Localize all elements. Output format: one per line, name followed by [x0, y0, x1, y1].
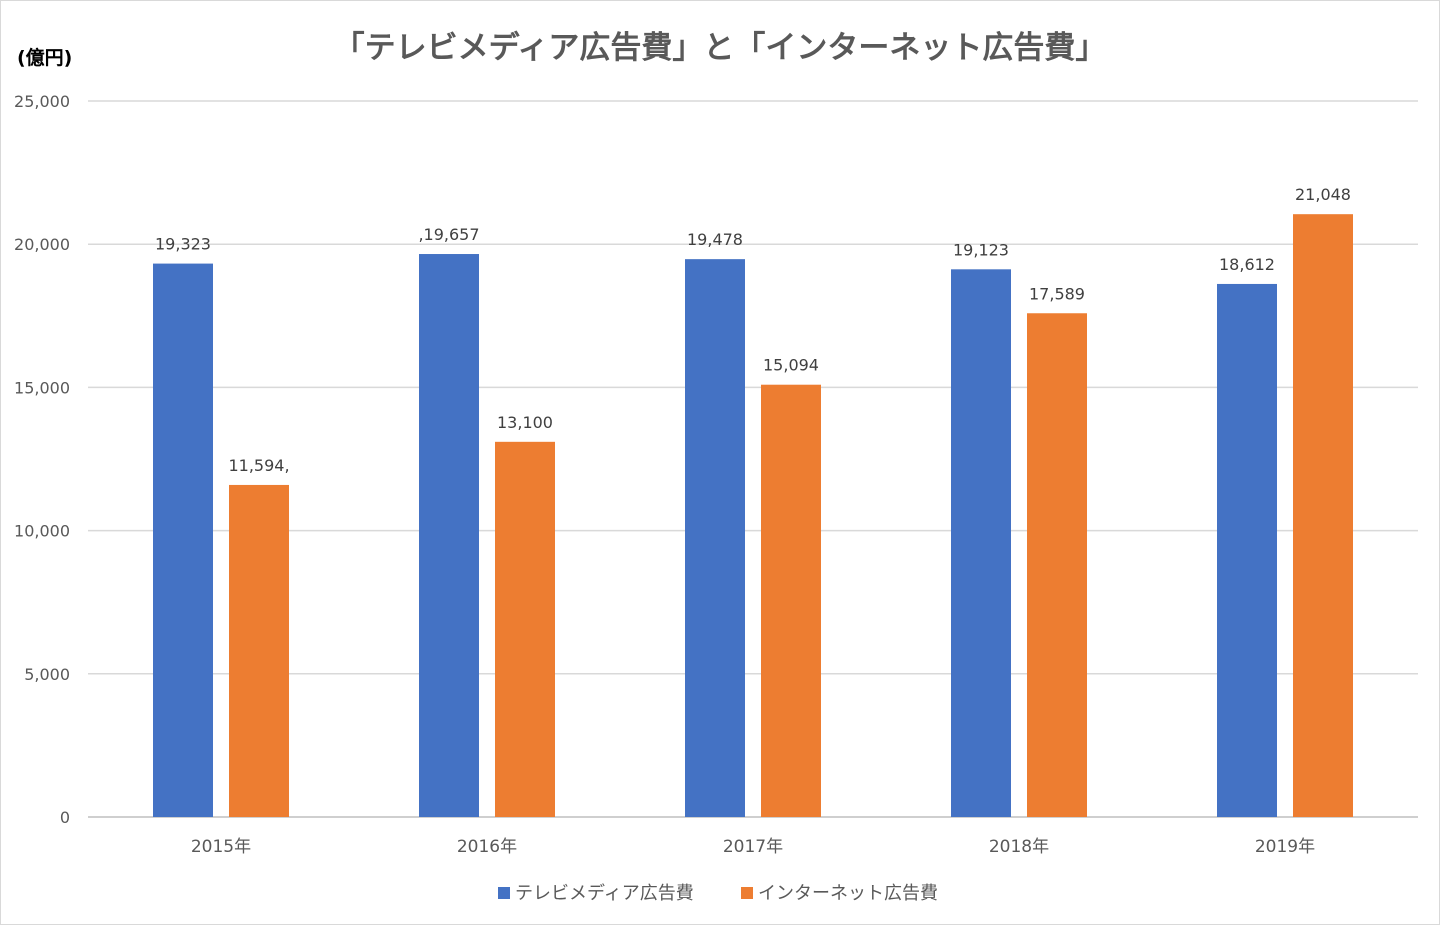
data-labels: 19,323 11,594, ,19,657 13,100 19,478 15,094 19… [155, 185, 1351, 475]
y-tick-label: 25,000 [14, 92, 70, 111]
data-label: 11,594, [228, 456, 289, 475]
data-label: 17,589 [1029, 284, 1085, 303]
legend-swatch [498, 887, 510, 899]
x-category-label: 2016年 [457, 837, 517, 857]
bar-internet-1 [229, 484, 289, 817]
bar-internet-5 [1293, 214, 1353, 817]
bar-internet-3 [761, 384, 821, 817]
legend: テレビメディア広告費 インターネット広告費 [498, 883, 938, 904]
y-tick-label: 10,000 [14, 522, 70, 541]
y-axis-unit-label: (億円) [17, 46, 72, 69]
legend-swatch [741, 887, 753, 899]
y-tick-label: 5,000 [24, 665, 70, 684]
data-label: 19,323 [155, 235, 211, 254]
legend-label: インターネット広告費 [758, 883, 938, 904]
data-label: 13,100 [497, 413, 553, 432]
data-label: 18,612 [1219, 255, 1275, 274]
x-category-label: 2017年 [723, 837, 783, 857]
bar-tv-1 [153, 263, 213, 817]
bar-tv-4 [951, 269, 1011, 818]
bars [153, 214, 1353, 818]
legend-label: テレビメディア広告費 [515, 883, 694, 904]
bar-internet-2 [495, 441, 555, 817]
y-tick-label: 0 [60, 808, 70, 827]
y-axis-ticks: 0 5,000 10,000 15,000 20,000 25,000 [14, 92, 70, 827]
bar-internet-4 [1027, 313, 1087, 817]
y-tick-label: 20,000 [14, 235, 70, 254]
data-label: ,19,657 [418, 225, 479, 244]
x-axis-categories: 2015年 2016年 2017年 2018年 2019年 [191, 837, 1315, 857]
data-label: 19,123 [953, 240, 1009, 259]
y-tick-label: 15,000 [14, 378, 70, 397]
bar-tv-2 [419, 254, 479, 818]
x-category-label: 2019年 [1255, 837, 1315, 857]
chart-title: 「テレビメディア広告費」と「インターネット広告費」 [334, 30, 1107, 66]
data-label: 19,478 [687, 230, 743, 249]
data-label: 21,048 [1295, 185, 1351, 204]
data-label: 15,094 [763, 356, 819, 375]
bar-tv-3 [685, 259, 745, 817]
x-category-label: 2015年 [191, 837, 251, 857]
x-category-label: 2018年 [989, 837, 1049, 857]
bar-tv-5 [1217, 283, 1277, 817]
gridlines [88, 100, 1418, 818]
